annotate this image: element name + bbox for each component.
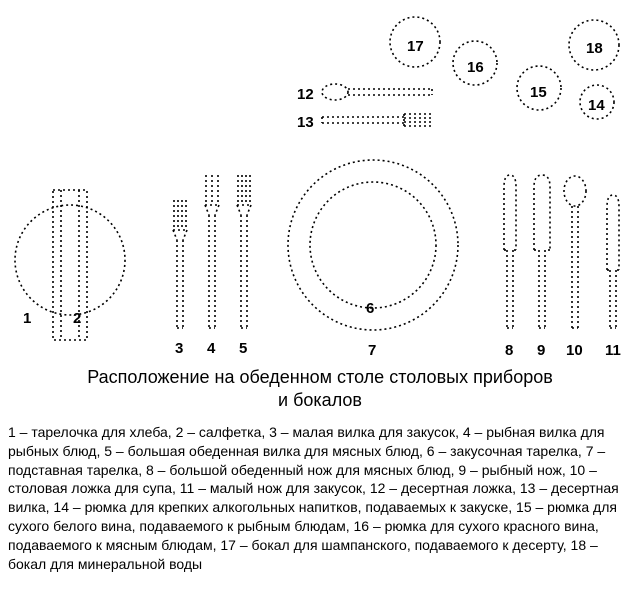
label-n9: 9 <box>537 342 545 359</box>
label-n1: 1 <box>23 310 31 327</box>
label-n12: 12 <box>297 86 314 103</box>
table-setting-diagram: 123456789101112131415161718 <box>0 0 640 360</box>
label-n5: 5 <box>239 340 247 357</box>
label-n3: 3 <box>175 340 183 357</box>
diagram-svg <box>0 0 640 360</box>
label-n8: 8 <box>505 342 513 359</box>
title-line1: Расположение на обеденном столе столовых… <box>87 367 553 387</box>
legend-text: 1 – тарелочка для хлеба, 2 – салфетка, 3… <box>8 423 632 574</box>
label-n15: 15 <box>530 84 547 101</box>
label-n11: 11 <box>605 342 621 359</box>
label-n10: 10 <box>566 342 583 359</box>
label-n17: 17 <box>407 38 424 55</box>
label-n14: 14 <box>588 97 605 114</box>
label-n13: 13 <box>297 114 314 131</box>
diagram-title: Расположение на обеденном столе столовых… <box>10 366 630 413</box>
label-n18: 18 <box>586 40 603 57</box>
title-line2: и бокалов <box>278 390 362 410</box>
label-n2: 2 <box>73 310 81 327</box>
label-n4: 4 <box>207 340 215 357</box>
label-n7: 7 <box>368 342 376 359</box>
label-n6: 6 <box>366 300 374 317</box>
label-n16: 16 <box>467 59 484 76</box>
